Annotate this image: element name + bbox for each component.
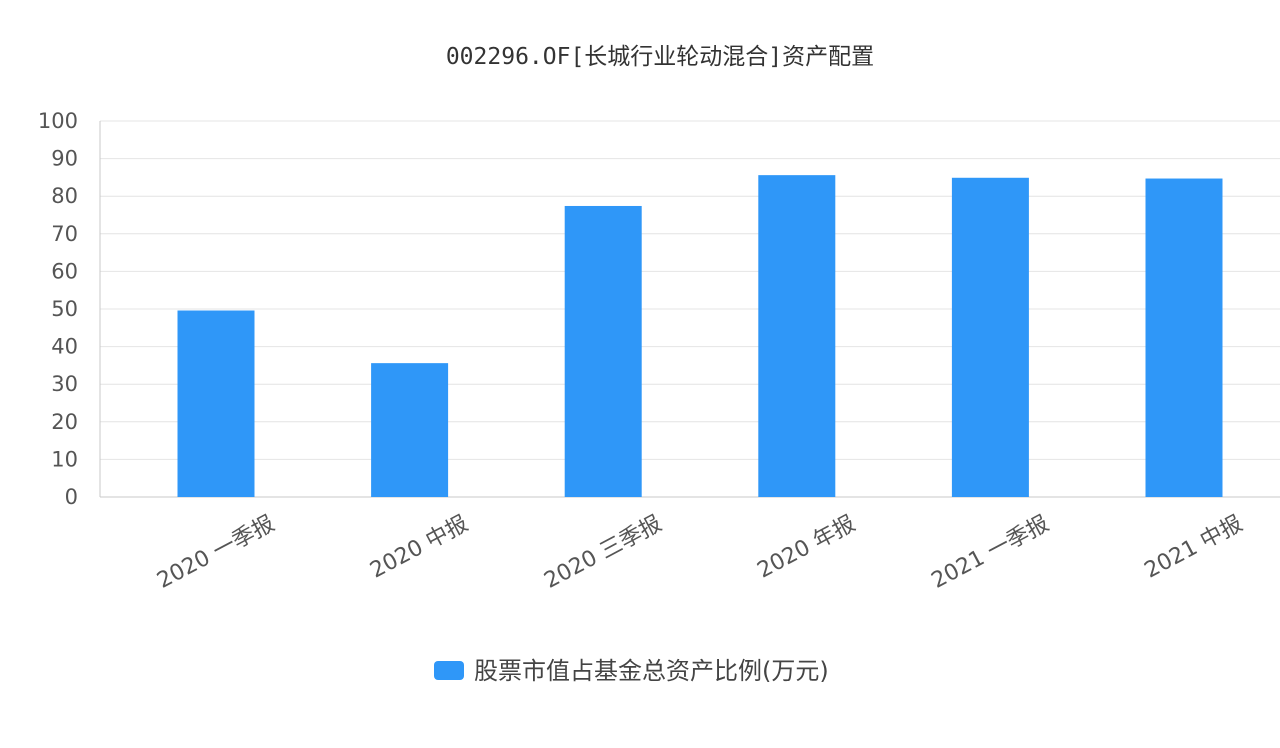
y-tick-label: 90 [51, 147, 78, 171]
grid [99, 120, 1280, 498]
y-tick-label: 50 [51, 297, 78, 321]
y-tick-label: 10 [51, 447, 78, 471]
bar[interactable] [758, 175, 836, 498]
bar[interactable] [951, 177, 1029, 497]
x-tick-label: 2021 中报 [1141, 511, 1247, 583]
bar[interactable] [177, 310, 255, 497]
y-tick-label: 60 [51, 259, 78, 283]
legend-label: 股票市值占基金总资产比例(万元) [474, 657, 829, 685]
y-tick-label: 70 [51, 222, 78, 246]
x-tick-label: 2020 年报 [753, 511, 859, 583]
y-tick-label: 40 [51, 335, 78, 359]
y-axis-ticks: 0 10 20 30 40 50 60 70 80 90 100 [38, 109, 78, 509]
x-tick-label: 2020 一季报 [153, 511, 279, 594]
x-tick-label: 2020 三季报 [540, 511, 666, 594]
bar[interactable] [371, 363, 449, 497]
x-tick-label: 2020 中报 [366, 511, 472, 583]
x-tick-label: 2021 一季报 [928, 511, 1054, 594]
legend-swatch [434, 661, 464, 680]
bar[interactable] [1145, 178, 1223, 497]
bars [177, 175, 1223, 498]
y-tick-label: 80 [51, 184, 78, 208]
legend[interactable]: 股票市值占基金总资产比例(万元) [434, 657, 829, 685]
y-tick-label: 30 [51, 372, 78, 396]
y-tick-label: 0 [65, 485, 78, 509]
chart-title: 002296.OF[长城行业轮动混合]资产配置 [446, 44, 874, 70]
bar[interactable] [564, 205, 642, 497]
y-tick-label: 100 [38, 109, 78, 133]
y-tick-label: 20 [51, 410, 78, 434]
x-axis-ticks: 2020 一季报 2020 中报 2020 三季报 2020 年报 2021 一季报 20… [153, 511, 1247, 594]
